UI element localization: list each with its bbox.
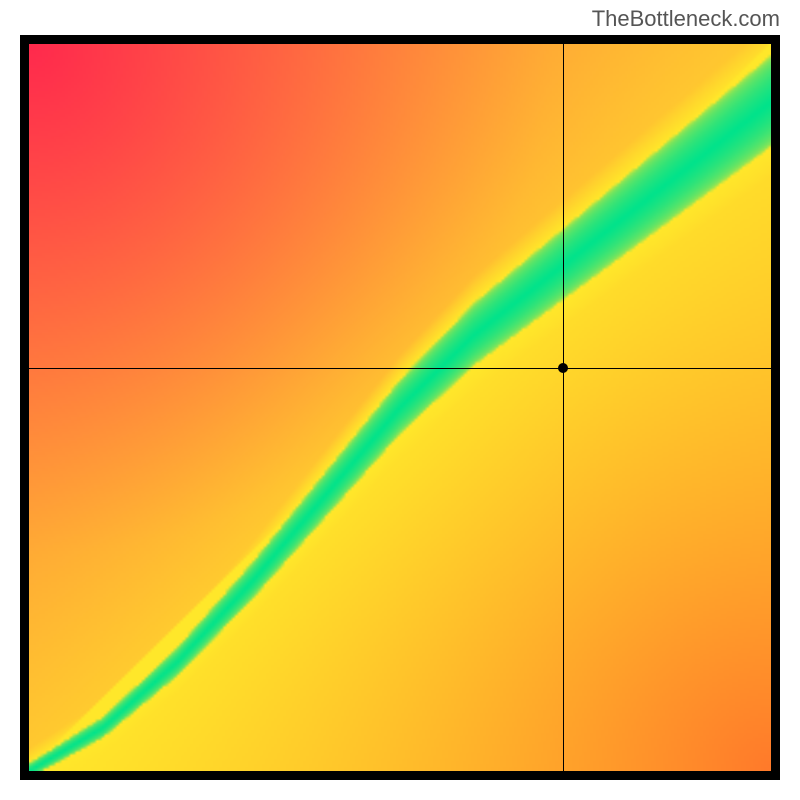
watermark-text: TheBottleneck.com xyxy=(592,6,780,32)
crosshair-horizontal xyxy=(29,368,771,369)
plot-frame xyxy=(20,35,780,780)
plot-area xyxy=(29,44,771,771)
heatmap-canvas xyxy=(29,44,771,771)
crosshair-marker xyxy=(558,363,568,373)
crosshair-vertical xyxy=(563,44,564,771)
root: TheBottleneck.com xyxy=(0,0,800,800)
